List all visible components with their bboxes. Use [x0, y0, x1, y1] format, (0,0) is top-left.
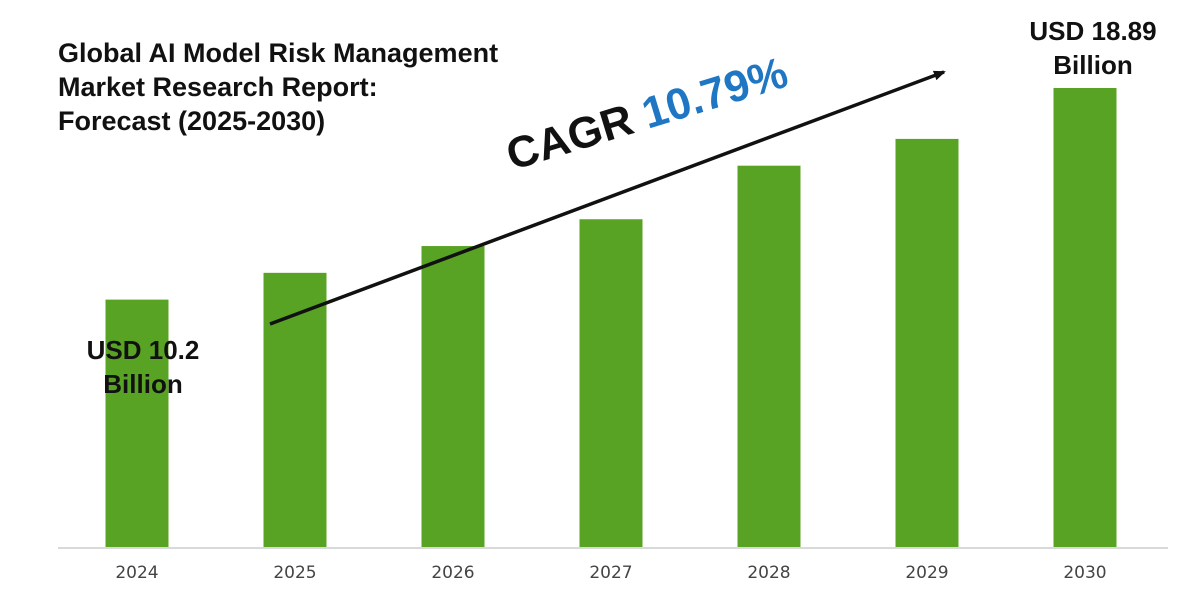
- bar-2027: [579, 219, 643, 548]
- x-tick-labels: 2024 2025 2026 2027 2028 2029 2030: [115, 563, 1106, 583]
- x-tick-label-2028: 2028: [747, 563, 790, 583]
- bar-2030: [1053, 88, 1117, 548]
- x-tick-label-2029: 2029: [905, 563, 948, 583]
- bar-2024: [105, 299, 169, 548]
- x-tick-label-2027: 2027: [589, 563, 632, 583]
- trend-arrow: [269, 70, 946, 326]
- end-value-line1: USD 18.89: [1029, 16, 1157, 46]
- start-value-callout: USD 10.2 Billion: [78, 333, 208, 401]
- end-value-line2: Billion: [1053, 50, 1133, 80]
- x-tick-label-2024: 2024: [115, 563, 158, 583]
- title-line-3: Forecast (2025-2030): [58, 106, 326, 136]
- bar-2026: [421, 246, 485, 548]
- bar-2025: [263, 272, 327, 548]
- x-tick-label-2025: 2025: [273, 563, 316, 583]
- bar-2029: [895, 138, 959, 548]
- title-line-1: Global AI Model Risk Management: [58, 38, 499, 68]
- start-value-line1: USD 10.2: [86, 335, 200, 365]
- x-tick-label-2026: 2026: [431, 563, 474, 583]
- bars-group: [105, 88, 1117, 548]
- bar-2028: [737, 165, 801, 548]
- title-line-2: Market Research Report:: [58, 72, 378, 102]
- x-tick-label-2030: 2030: [1063, 563, 1106, 583]
- end-value-callout: USD 18.89 Billion: [1018, 14, 1168, 82]
- start-value-line2: Billion: [103, 369, 183, 399]
- chart-title: Global AI Model Risk Management Market R…: [58, 36, 528, 138]
